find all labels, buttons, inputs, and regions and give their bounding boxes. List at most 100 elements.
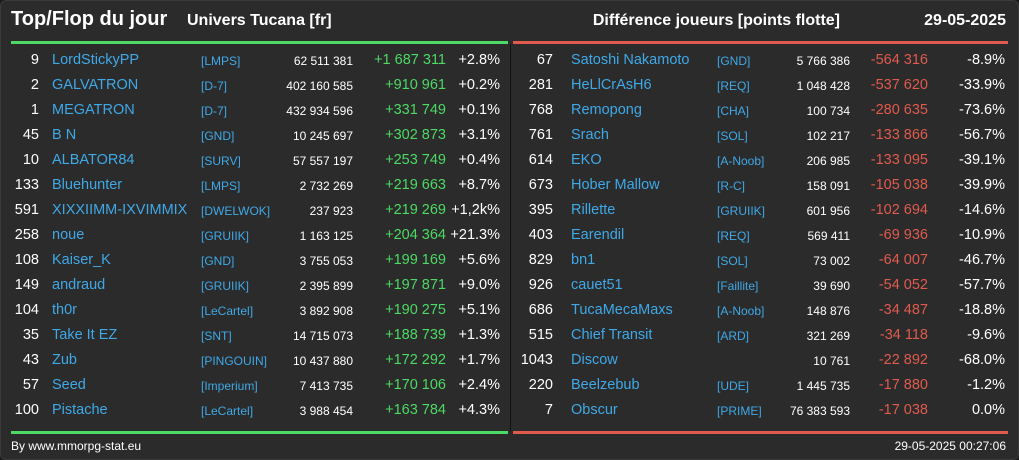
points-difference: -564 316 [870, 52, 928, 68]
alliance-tag-link[interactable]: [SOL] [717, 129, 748, 143]
percent-change: -1.2% [967, 377, 1005, 393]
percent-change: +5.1% [458, 302, 500, 318]
player-name-link[interactable]: TucaMecaMaxs [571, 302, 673, 318]
points-difference: +253 749 [385, 152, 446, 168]
alliance-tag-link[interactable]: [GND] [201, 254, 235, 268]
player-name-link[interactable]: EKO [571, 152, 602, 168]
alliance-tag-link[interactable]: [D-7] [201, 79, 228, 93]
player-row: 829 bn1 [SOL] 73 002 -64 007 -46.7% [511, 248, 1018, 273]
alliance-tag-link[interactable]: [PRIME] [717, 404, 762, 418]
player-name-link[interactable]: Beelzebub [571, 377, 640, 393]
player-name-link[interactable]: Earendil [571, 227, 625, 243]
player-row: 281 HeLlCrAsH6 [REQ] 1 048 428 -537 620 -33.9… [511, 73, 1018, 98]
player-name-link[interactable]: bn1 [571, 252, 596, 268]
player-name-link[interactable]: Bluehunter [52, 177, 123, 193]
alliance-tag-link[interactable]: [A-Noob] [717, 304, 765, 318]
alliance-tag-link[interactable]: [UDE] [717, 379, 750, 393]
alliance-tag-link[interactable]: [CHA] [717, 104, 750, 118]
percent-change: -33.9% [959, 77, 1005, 93]
player-points: 1 445 735 [796, 379, 850, 393]
alliance-tag-link[interactable]: [GRUIIK] [717, 204, 766, 218]
player-name-link[interactable]: Pistache [52, 402, 108, 418]
percent-change: +9.0% [458, 277, 500, 293]
player-name-link[interactable]: Remopong [571, 102, 642, 118]
alliance-tag-link[interactable]: [SNT] [201, 329, 232, 343]
player-name-link[interactable]: B N [52, 127, 77, 143]
player-rank: 1 [30, 102, 39, 118]
player-points: 206 985 [806, 154, 850, 168]
alliance-tag-link[interactable]: [LMPS] [201, 179, 241, 193]
bottom-gain-bar [11, 431, 508, 434]
player-name-link[interactable]: Discow [571, 352, 618, 368]
player-name-link[interactable]: th0r [52, 302, 77, 318]
player-name-link[interactable]: Obscur [571, 402, 618, 418]
points-difference: +331 749 [385, 102, 446, 118]
alliance-tag-link[interactable]: [REQ] [717, 79, 750, 93]
alliance-tag-link[interactable]: [D-7] [201, 104, 228, 118]
alliance-tag-link[interactable]: [GRUIIK] [201, 229, 250, 243]
player-points: 3 755 053 [299, 254, 353, 268]
alliance-tag-link[interactable]: [GND] [717, 54, 751, 68]
player-name-link[interactable]: XIXXIIMM-IXVIMMIX [52, 202, 188, 218]
alliance-tag-link[interactable]: [PINGOUIN] [201, 354, 268, 368]
player-row: 591 XIXXIIMM-IXVIMMIX [DWELWOK] 237 923 +219… [1, 198, 510, 223]
player-name-link[interactable]: HeLlCrAsH6 [571, 77, 652, 93]
alliance-tag-link[interactable]: [LeCartel] [201, 304, 254, 318]
player-name-link[interactable]: Rillette [571, 202, 616, 218]
player-name-link[interactable]: cauet51 [571, 277, 623, 293]
generated-timestamp: 29-05-2025 00:27:06 [894, 439, 1006, 453]
alliance-tag-link[interactable]: [R-C] [717, 179, 745, 193]
player-name-link[interactable]: Take It EZ [52, 327, 118, 343]
player-name-link[interactable]: Satoshi Nakamoto [571, 52, 690, 68]
player-rank: 35 [22, 327, 39, 343]
percent-change: +1.7% [458, 352, 500, 368]
points-difference: +163 784 [385, 402, 446, 418]
percent-change: +0.1% [458, 102, 500, 118]
player-row: 35 Take It EZ [SNT] 14 715 073 +188 739 +1.3% [1, 323, 510, 348]
player-points: 5 766 386 [796, 54, 850, 68]
player-rank: 258 [14, 227, 39, 243]
player-points: 2 395 899 [299, 279, 353, 293]
alliance-tag-link[interactable]: [REQ] [717, 229, 750, 243]
player-row: 43 Zub [PINGOUIN] 10 437 880 +172 292 +1.7% [1, 348, 510, 373]
percent-change: -73.6% [959, 102, 1005, 118]
points-difference: +188 739 [385, 327, 446, 343]
player-name-link[interactable]: Hober Mallow [571, 177, 660, 193]
percent-change: +0.4% [458, 152, 500, 168]
column-divider [510, 44, 511, 431]
alliance-tag-link[interactable]: [SURV] [201, 154, 241, 168]
player-name-link[interactable]: Seed [52, 377, 86, 393]
player-points: 10 437 880 [292, 354, 353, 368]
alliance-tag-link[interactable]: [GRUIIK] [201, 279, 250, 293]
player-name-link[interactable]: MEGATRON [52, 102, 135, 118]
percent-change: +4.3% [458, 402, 500, 418]
player-row: 45 B N [GND] 10 245 697 +302 873 +3.1% [1, 123, 510, 148]
alliance-tag-link[interactable]: [DWELWOK] [201, 204, 271, 218]
player-name-link[interactable]: LordStickyPP [52, 52, 140, 68]
player-points: 432 934 596 [286, 104, 353, 118]
player-points: 3 892 908 [299, 304, 353, 318]
alliance-tag-link[interactable]: [ARD] [717, 329, 750, 343]
player-name-link[interactable]: Kaiser_K [52, 252, 111, 268]
player-name-link[interactable]: GALVATRON [52, 77, 139, 93]
alliance-tag-link[interactable]: [SOL] [717, 254, 748, 268]
player-name-link[interactable]: andraud [52, 277, 106, 293]
player-name-link[interactable]: Chief Transit [571, 327, 653, 343]
alliance-tag-link[interactable]: [LeCartel] [201, 404, 254, 418]
alliance-tag-link[interactable]: [Faillite] [717, 279, 759, 293]
player-row: 614 EKO [A-Noob] 206 985 -133 095 -39.1% [511, 148, 1018, 173]
alliance-tag-link[interactable]: [LMPS] [201, 54, 241, 68]
percent-change: +3.1% [458, 127, 500, 143]
player-name-link[interactable]: noue [52, 227, 85, 243]
player-name-link[interactable]: Zub [52, 352, 77, 368]
player-rank: 104 [14, 302, 39, 318]
player-points: 14 715 073 [292, 329, 353, 343]
player-points: 3 988 454 [299, 404, 353, 418]
alliance-tag-link[interactable]: [A-Noob] [717, 154, 765, 168]
player-rank: 108 [14, 252, 39, 268]
player-rank: 67 [536, 52, 553, 68]
player-name-link[interactable]: ALBATOR84 [52, 152, 135, 168]
player-name-link[interactable]: Srach [571, 127, 609, 143]
alliance-tag-link[interactable]: [GND] [201, 129, 235, 143]
alliance-tag-link[interactable]: [Imperium] [201, 379, 258, 393]
